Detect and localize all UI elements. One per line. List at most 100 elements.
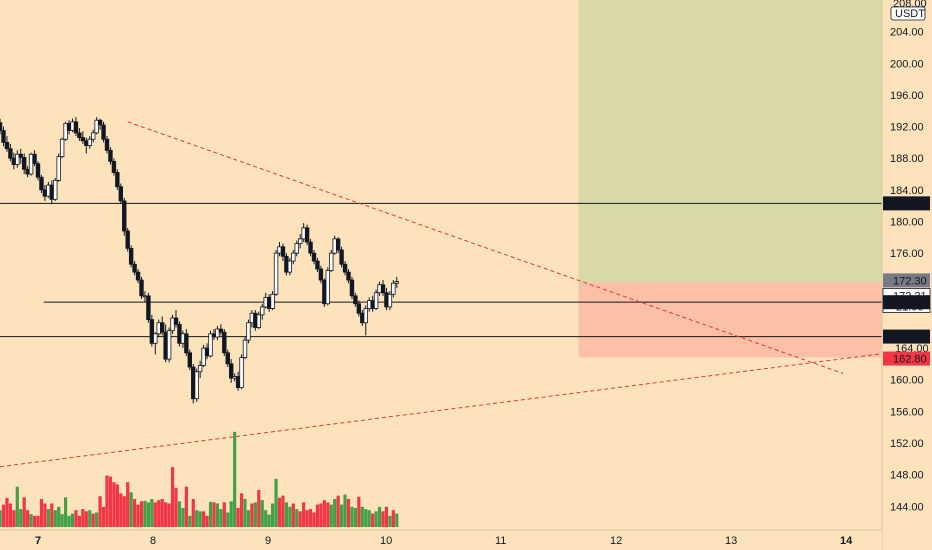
volume-bar	[281, 495, 285, 527]
candle-body	[304, 227, 310, 243]
volume-bar	[81, 509, 85, 527]
volume-bar	[364, 509, 368, 527]
volume-bar	[139, 501, 144, 527]
profit-zone[interactable]	[578, 0, 883, 283]
y-tick-label: 200.00	[890, 58, 924, 70]
volume-bar	[381, 511, 385, 527]
y-tick-label: 196.00	[890, 90, 924, 102]
badge-182-bg	[883, 196, 930, 211]
volume-bar	[74, 510, 78, 527]
volume-bar	[350, 506, 354, 527]
volume-bar	[371, 513, 375, 527]
volume-bar	[129, 492, 133, 527]
volume-bar	[208, 501, 213, 527]
volume-bar	[233, 431, 237, 527]
trend-line[interactable]	[127, 121, 844, 374]
volume-bar	[226, 512, 230, 527]
candle-body	[308, 241, 313, 254]
volume-bar	[119, 493, 123, 527]
candle-body	[346, 271, 351, 281]
volume-bar	[70, 513, 75, 527]
volume-bar	[212, 502, 216, 527]
volume-bar	[91, 513, 95, 527]
candle-body	[325, 270, 330, 305]
trend-line[interactable]	[0, 352, 890, 468]
candle-body	[18, 153, 23, 158]
volume-bar	[64, 497, 68, 527]
volume-bar	[26, 510, 30, 527]
candle-body	[91, 132, 96, 140]
volume-bar	[122, 496, 126, 527]
volume-bar	[333, 499, 337, 527]
volume-bar	[246, 510, 251, 527]
candle-body	[225, 352, 230, 365]
candle-body	[128, 247, 134, 265]
volume-bar	[105, 475, 109, 527]
candle-body	[222, 331, 227, 354]
candle-body	[108, 149, 113, 162]
volume-bar	[243, 499, 247, 527]
volume-bar	[253, 502, 257, 527]
volume-bar	[170, 467, 175, 527]
badge-entry: 172.30	[893, 275, 927, 287]
volume-bar	[267, 514, 271, 527]
volume-bar	[112, 482, 116, 527]
volume-bar	[153, 502, 157, 527]
volume-bar	[108, 476, 113, 527]
candle-body	[363, 308, 368, 324]
volume-bar	[84, 511, 88, 527]
candle-body	[228, 363, 234, 379]
candle-body	[8, 148, 13, 159]
volume-bar	[346, 499, 351, 527]
candle-body	[373, 292, 379, 309]
x-tick-label: 13	[725, 535, 737, 547]
volume-bar	[388, 515, 392, 527]
volume-bar	[367, 510, 371, 527]
badge-stop-bg	[883, 351, 930, 366]
candle-body	[139, 279, 144, 297]
badge-169: 169.80	[893, 297, 927, 309]
volume-bar	[219, 509, 223, 527]
candle-body	[256, 314, 261, 328]
volume-bar	[274, 478, 278, 527]
volume-bar	[88, 510, 92, 527]
volume-bar	[291, 503, 295, 527]
y-tick-label: 180.00	[890, 216, 924, 228]
y-tick-label: 160.00	[890, 375, 924, 387]
y-tick-label: 156.00	[890, 406, 924, 418]
volume-bar	[205, 515, 209, 527]
volume-bar	[29, 514, 33, 527]
volume-bar	[284, 502, 288, 527]
volume-bar	[195, 510, 199, 527]
volume-bar	[239, 493, 244, 527]
volume-bar	[395, 513, 399, 527]
candle-body	[149, 319, 155, 344]
volume-bar	[136, 504, 140, 527]
volume-bar	[53, 510, 57, 527]
volume-bar	[222, 502, 226, 527]
candle-body	[297, 238, 303, 245]
volume-bar	[260, 500, 264, 527]
candle-body	[63, 123, 68, 140]
volume-bar	[67, 515, 71, 527]
badge-169-bg	[883, 295, 930, 310]
volume-bar	[329, 504, 333, 527]
volume-bar	[198, 511, 202, 527]
loss-zone[interactable]	[578, 282, 883, 358]
volume-bar	[98, 496, 102, 527]
y-tick-label: 188.00	[890, 153, 924, 165]
candle-body	[166, 330, 172, 360]
volume-bar	[1, 504, 6, 527]
candle-body	[101, 124, 106, 140]
currency-box[interactable]	[890, 6, 926, 21]
volume-bar	[8, 503, 12, 527]
time-axis[interactable]	[0, 530, 882, 550]
candle-body	[35, 163, 41, 178]
candle-body	[153, 333, 158, 344]
candle-body	[77, 132, 82, 139]
x-tick-label: 7	[35, 535, 41, 547]
y-tick-label: 144.00	[890, 501, 924, 513]
candle-body	[97, 119, 103, 126]
